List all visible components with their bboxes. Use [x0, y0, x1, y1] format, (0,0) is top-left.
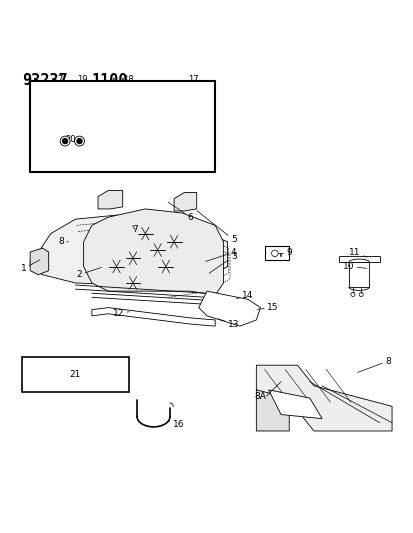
- Polygon shape: [256, 365, 391, 431]
- Circle shape: [77, 139, 82, 143]
- Polygon shape: [198, 291, 260, 326]
- Polygon shape: [43, 131, 50, 149]
- Polygon shape: [106, 120, 118, 154]
- Polygon shape: [174, 192, 196, 211]
- Polygon shape: [30, 215, 227, 285]
- Text: 7: 7: [132, 225, 138, 234]
- Circle shape: [358, 293, 362, 296]
- Text: 15: 15: [256, 303, 278, 312]
- Text: 10: 10: [342, 262, 366, 271]
- Bar: [30, 82, 215, 172]
- FancyBboxPatch shape: [264, 246, 289, 260]
- Polygon shape: [30, 248, 49, 274]
- Circle shape: [228, 300, 235, 307]
- Polygon shape: [348, 262, 368, 287]
- Text: 1: 1: [21, 260, 40, 273]
- Polygon shape: [256, 390, 289, 431]
- Text: 8: 8: [357, 357, 390, 373]
- Polygon shape: [83, 209, 223, 295]
- Text: 7: 7: [57, 75, 62, 84]
- Text: 18: 18: [122, 75, 133, 84]
- Text: 9: 9: [286, 248, 292, 256]
- Text: 16: 16: [168, 421, 183, 429]
- Circle shape: [62, 139, 67, 143]
- Circle shape: [350, 293, 354, 296]
- Text: 4: 4: [205, 248, 236, 262]
- Text: 12: 12: [113, 309, 128, 318]
- Text: 20: 20: [65, 134, 76, 143]
- Text: 8: 8: [58, 237, 69, 246]
- Polygon shape: [118, 125, 126, 145]
- Polygon shape: [338, 256, 379, 262]
- Text: 6: 6: [168, 202, 193, 222]
- Text: 1100: 1100: [92, 73, 128, 88]
- Polygon shape: [98, 190, 122, 209]
- Text: 21: 21: [69, 370, 81, 379]
- Text: 13: 13: [217, 319, 239, 328]
- Text: 3: 3: [209, 252, 236, 273]
- Text: 19: 19: [77, 75, 88, 84]
- Bar: [22, 357, 128, 392]
- Polygon shape: [268, 390, 321, 418]
- Polygon shape: [92, 308, 215, 326]
- Text: 93237: 93237: [22, 73, 67, 88]
- Text: 8A: 8A: [254, 392, 266, 400]
- Text: 11: 11: [349, 248, 366, 257]
- Circle shape: [271, 250, 278, 256]
- Circle shape: [244, 309, 251, 315]
- Text: 17: 17: [188, 75, 199, 84]
- Circle shape: [74, 136, 84, 146]
- Text: 2: 2: [76, 268, 101, 279]
- Text: 14: 14: [236, 291, 253, 300]
- Circle shape: [60, 136, 70, 146]
- Text: 5: 5: [196, 211, 236, 244]
